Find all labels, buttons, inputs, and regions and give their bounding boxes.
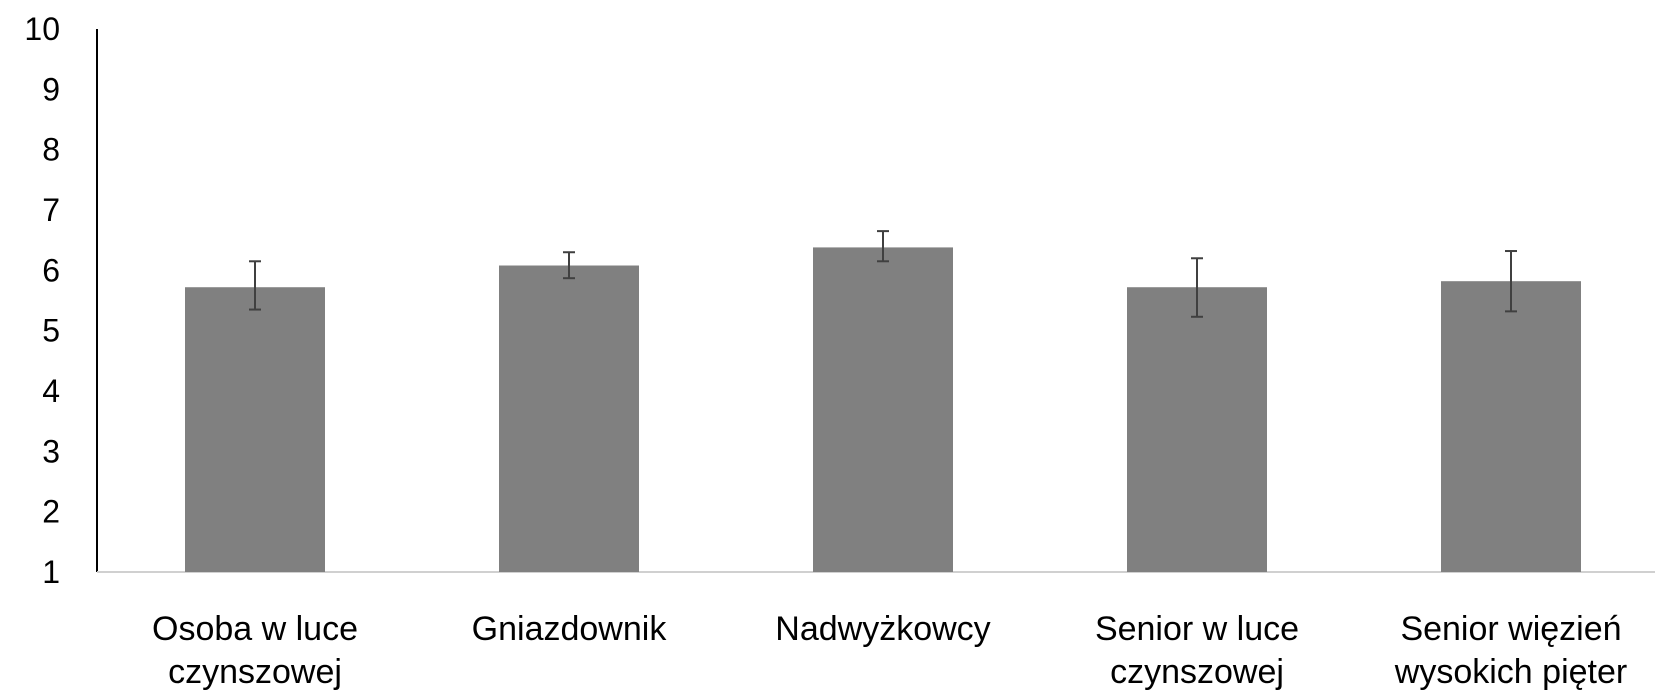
- error-bars: [249, 230, 1517, 318]
- x-category-label: Senior więzień wysokich pięter: [1394, 610, 1627, 691]
- bar: [813, 247, 953, 572]
- y-tick-label: 7: [42, 192, 60, 228]
- y-tick-label: 1: [42, 554, 60, 590]
- error-bar: [877, 230, 889, 263]
- y-tick-label: 5: [42, 313, 60, 349]
- x-category-label: Senior w luce czynszowej: [1095, 610, 1299, 691]
- y-tick-label: 4: [42, 373, 60, 409]
- x-category-label: Gniazdownik: [472, 610, 668, 648]
- error-bar: [249, 260, 261, 311]
- y-tick-label: 6: [42, 252, 60, 288]
- y-tick-label: 9: [42, 71, 60, 107]
- bar: [1441, 281, 1581, 572]
- y-axis-ticks: 10 9 8 7 6 5 4 3 2 1: [24, 11, 60, 590]
- bar: [499, 265, 639, 572]
- bars: [185, 247, 1581, 572]
- bar: [185, 287, 325, 572]
- y-tick-label: 10: [24, 11, 60, 47]
- error-bar: [1191, 257, 1203, 318]
- x-category-label: Osoba w luce czynszowej: [152, 610, 358, 691]
- y-tick-label: 3: [42, 433, 60, 469]
- error-bar: [563, 251, 575, 280]
- bar: [1127, 287, 1267, 572]
- y-tick-label: 2: [42, 494, 60, 530]
- y-tick-label: 8: [42, 132, 60, 168]
- x-category-label: Nadwyżkowcy: [775, 610, 990, 648]
- category-labels: Osoba w luce czynszowej Gniazdownik Nadwyżk…: [152, 610, 1627, 691]
- error-bar: [1505, 250, 1517, 313]
